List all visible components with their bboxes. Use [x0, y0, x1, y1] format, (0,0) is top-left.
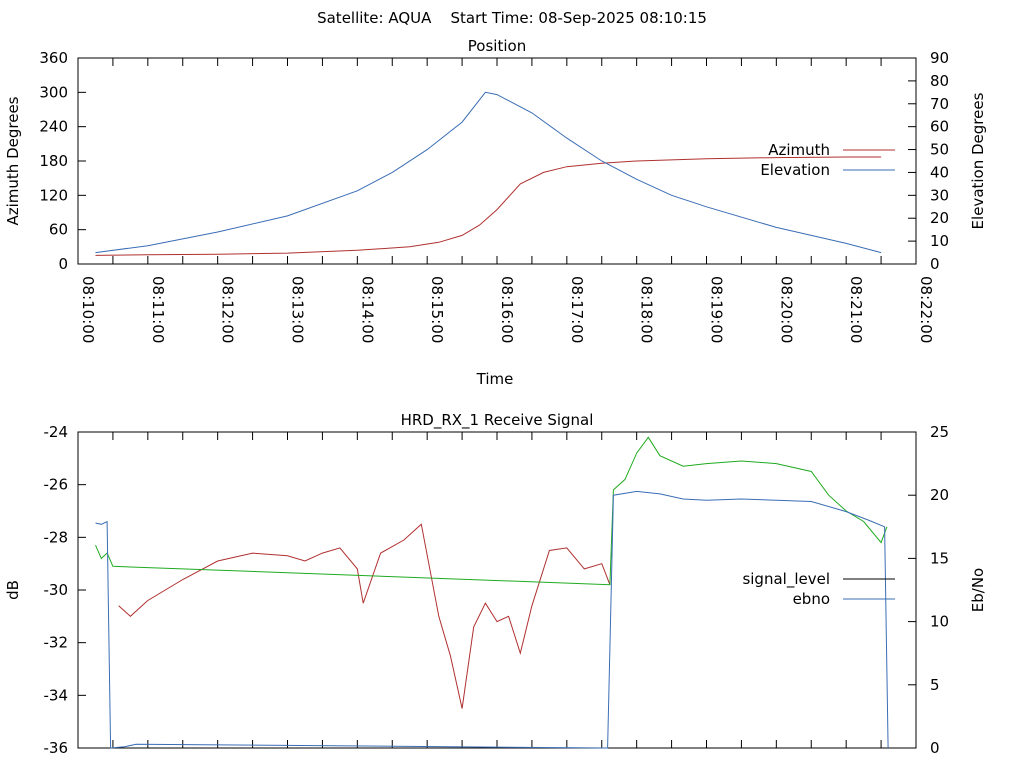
y-tick-label: 240: [39, 118, 68, 136]
y2-tick-label: 25: [930, 423, 949, 441]
y-tick-label: 120: [39, 186, 68, 204]
chart-title: HRD_RX_1 Receive Signal: [401, 411, 594, 430]
x-tick-label: 08:18:00: [638, 276, 656, 343]
x-tick-label: 08:15:00: [428, 276, 446, 343]
y-tick-label: -26: [44, 476, 69, 494]
x-tick-label: 08:19:00: [708, 276, 726, 343]
y2-tick-label: 10: [930, 613, 949, 631]
y2-tick-label: 40: [930, 163, 949, 181]
y-tick-label: -36: [44, 739, 69, 757]
y2-tick-label: 20: [930, 486, 949, 504]
y-tick-label: 180: [39, 152, 68, 170]
legend-label: ebno: [793, 590, 830, 608]
y-tick-label: -32: [44, 634, 69, 652]
series-line-signal_level: [118, 523, 611, 709]
y2-tick-label: 10: [930, 232, 949, 250]
y-tick-label: -34: [44, 686, 69, 704]
legend-label: Elevation: [760, 161, 830, 179]
x-tick-label: 08:22:00: [917, 276, 935, 343]
x-tick-label: 08:13:00: [289, 276, 307, 343]
x-tick-label: 08:17:00: [568, 276, 586, 343]
x-tick-label: 08:12:00: [219, 276, 237, 343]
receive-signal-chart: HRD_RX_1 Receive Signal -36 -34 -32 -30 -28 -2…: [4, 411, 987, 757]
y2-axis-label: Elevation Degrees: [969, 92, 987, 229]
y2-tick-label: 90: [930, 49, 949, 67]
series-line-signal_level: [95, 436, 888, 586]
series-line-Azimuth: [95, 156, 882, 256]
y-tick-label: -30: [44, 581, 69, 599]
y-tick-label: 360: [39, 49, 68, 67]
y2-tick-label: 5: [930, 676, 940, 694]
y2-tick-label: 0: [930, 739, 940, 757]
y-axis-label: Azimuth Degrees: [4, 96, 22, 225]
y2-tick-label: 50: [930, 141, 949, 159]
y-tick-label: 0: [58, 255, 68, 273]
y2-axis-label: Eb/No: [969, 568, 987, 612]
x-tick-label: 08:21:00: [847, 276, 865, 343]
y-tick-label: -28: [44, 528, 69, 546]
y2-tick-label: 70: [930, 95, 949, 113]
y2-tick-label: 20: [930, 209, 949, 227]
y-tick-label: 60: [49, 221, 68, 239]
x-tick-label: 08:20:00: [777, 276, 795, 343]
y-tick-label: 300: [39, 83, 68, 101]
y2-tick-label: 30: [930, 186, 949, 204]
y2-tick-label: 60: [930, 118, 949, 136]
legend-label: Azimuth: [768, 141, 830, 159]
y2-tick-label: 80: [930, 72, 949, 90]
x-axis-label: Time: [476, 370, 514, 388]
series-line-Elevation: [95, 91, 882, 254]
x-tick-label: 08:11:00: [149, 276, 167, 343]
plot-frame: [77, 431, 917, 749]
y-tick-label: -24: [44, 423, 69, 441]
x-tick-label: 08:16:00: [498, 276, 516, 343]
chart-title: Position: [468, 37, 526, 55]
y-axis-label: dB: [4, 580, 22, 600]
chart-header: Satellite: AQUA Start Time: 08-Sep-2025 …: [317, 9, 707, 27]
legend-label: signal_level: [742, 570, 830, 589]
y2-tick-label: 15: [930, 549, 949, 567]
x-tick-label: 08:10:00: [79, 276, 97, 343]
y2-tick-label: 0: [930, 255, 940, 273]
position-chart: Position 0 60 120 180 240 300 360 0 10 20 30 40 50 60 7…: [4, 37, 987, 388]
x-tick-label: 08:14:00: [358, 276, 376, 343]
series-line-ebno: [95, 490, 889, 749]
